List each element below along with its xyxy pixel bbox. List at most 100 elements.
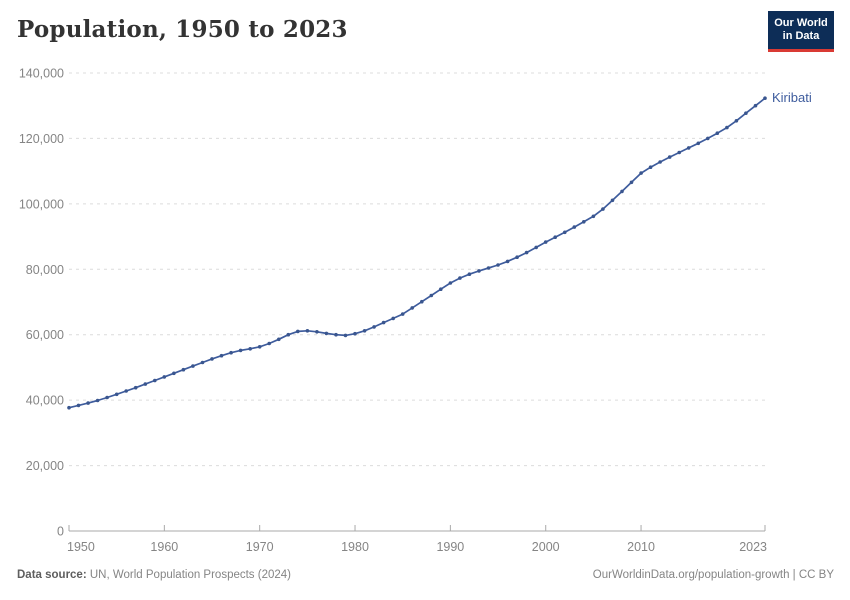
data-point-marker — [324, 331, 329, 336]
data-point-marker — [524, 250, 529, 255]
data-source-note: Data source: UN, World Population Prospe… — [17, 569, 291, 581]
data-point-marker — [210, 357, 214, 361]
data-source-text: UN, World Population Prospects (2024) — [86, 569, 291, 581]
data-point-marker — [467, 272, 472, 277]
data-point-marker — [725, 125, 729, 130]
data-point-marker — [372, 325, 376, 329]
data-point-marker — [143, 382, 148, 386]
data-point-marker — [381, 320, 386, 325]
data-point-marker — [439, 287, 443, 292]
data-point-marker — [677, 150, 681, 155]
data-point-marker — [496, 263, 500, 267]
y-tick-label: 20,000 — [26, 459, 64, 473]
data-point-marker — [667, 155, 672, 159]
data-point-marker — [410, 306, 415, 310]
data-point-marker — [572, 225, 577, 229]
data-point-marker — [486, 266, 491, 270]
data-point-marker — [706, 136, 710, 141]
data-point-marker — [67, 405, 71, 410]
y-tick-label: 0 — [57, 525, 64, 539]
data-point-marker — [153, 378, 157, 383]
data-point-marker — [639, 171, 643, 175]
y-tick-label: 140,000 — [19, 67, 64, 81]
data-point-marker — [400, 312, 405, 316]
data-point-marker — [305, 329, 310, 333]
data-point-marker — [448, 281, 453, 285]
data-point-marker — [248, 347, 252, 351]
data-point-marker — [477, 269, 481, 273]
data-point-marker — [391, 316, 396, 321]
x-tick-label: 1950 — [67, 540, 95, 554]
data-point-marker — [543, 240, 548, 244]
data-point-marker — [133, 385, 138, 390]
data-point-marker — [629, 180, 634, 185]
data-point-marker — [686, 146, 691, 150]
data-point-marker — [515, 255, 519, 259]
population-line — [68, 97, 766, 409]
data-point-marker — [715, 131, 720, 135]
data-point-marker — [257, 345, 262, 349]
data-point-marker — [219, 353, 224, 358]
page-title: Population, 1950 to 2023 — [17, 16, 348, 43]
data-point-marker — [343, 333, 348, 338]
data-point-marker — [610, 198, 615, 203]
data-point-marker — [200, 360, 205, 365]
data-point-marker — [229, 350, 233, 355]
data-point-marker — [86, 401, 90, 405]
data-point-marker — [191, 364, 195, 368]
x-tick-label: 1990 — [436, 540, 464, 554]
owid-logo-line1: Our World — [774, 16, 828, 29]
data-point-marker — [734, 119, 739, 123]
data-point-marker — [591, 214, 596, 219]
x-tick-label: 1970 — [246, 540, 274, 554]
data-point-marker — [267, 341, 272, 346]
x-tick-label: 2023 — [739, 540, 767, 554]
y-tick-label: 60,000 — [26, 328, 64, 342]
data-point-marker — [162, 375, 167, 379]
data-point-marker — [334, 332, 338, 337]
data-point-marker — [696, 141, 701, 146]
data-point-marker — [763, 96, 767, 100]
data-point-marker — [172, 371, 176, 376]
data-point-marker — [648, 165, 653, 169]
data-point-marker — [95, 398, 100, 403]
data-point-marker — [238, 348, 243, 353]
x-tick-label: 2000 — [532, 540, 560, 554]
x-tick-label: 2010 — [627, 540, 655, 554]
data-point-marker — [315, 330, 319, 334]
data-point-marker — [601, 207, 605, 211]
data-point-marker — [458, 276, 462, 280]
data-point-marker — [563, 230, 567, 235]
y-tick-label: 40,000 — [26, 394, 64, 408]
entity-label: Kiribati — [772, 90, 812, 105]
data-point-marker — [620, 189, 624, 194]
data-point-marker — [105, 395, 109, 400]
data-point-marker — [505, 259, 510, 264]
data-point-marker — [429, 293, 434, 298]
x-tick-label: 1980 — [341, 540, 369, 554]
data-point-marker — [353, 331, 357, 336]
data-point-marker — [553, 235, 557, 239]
y-tick-label: 80,000 — [26, 263, 64, 277]
data-point-marker — [362, 329, 367, 333]
y-tick-label: 120,000 — [19, 132, 64, 146]
data-point-marker — [420, 299, 424, 304]
x-tick-label: 1960 — [150, 540, 178, 554]
data-point-marker — [124, 389, 128, 393]
data-point-marker — [181, 367, 186, 372]
data-point-marker — [753, 103, 758, 108]
owid-logo[interactable]: Our World in Data — [768, 11, 834, 52]
data-point-marker — [582, 220, 586, 224]
license-link[interactable]: OurWorldinData.org/population-growth | C… — [592, 569, 834, 581]
data-point-marker — [296, 329, 300, 334]
data-point-marker — [658, 160, 662, 164]
data-source-label: Data source: — [17, 569, 87, 581]
data-point-marker — [286, 332, 291, 337]
owid-logo-line2: in Data — [782, 30, 820, 42]
data-point-marker — [277, 337, 281, 342]
data-point-marker — [114, 392, 119, 397]
data-point-marker — [76, 403, 81, 408]
y-tick-label: 100,000 — [19, 197, 64, 211]
data-point-marker — [744, 111, 748, 115]
